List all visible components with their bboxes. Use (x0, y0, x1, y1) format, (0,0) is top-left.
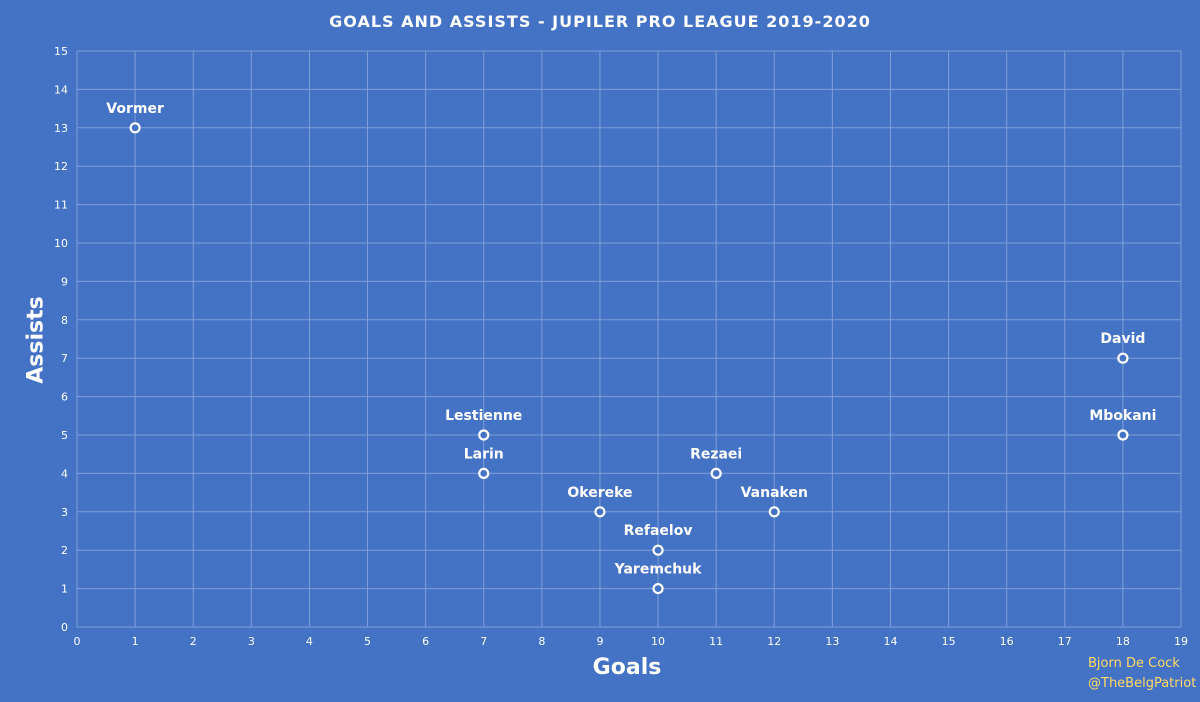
x-tick-label: 9 (596, 635, 603, 648)
x-tick-label: 1 (132, 635, 139, 648)
data-point (478, 467, 490, 479)
data-point-label: Vanaken (741, 485, 808, 501)
x-tick-label: 19 (1174, 635, 1188, 648)
y-tick-label: 3 (61, 506, 68, 519)
x-tick-label: 2 (190, 635, 197, 648)
x-tick-label: 15 (942, 635, 956, 648)
credit: Bjorn De Cock @TheBelgPatriot (1088, 654, 1196, 694)
credit-handle: @TheBelgPatriot (1088, 676, 1197, 691)
data-point-label: Yaremchuk (614, 562, 703, 578)
x-tick-label: 18 (1116, 635, 1130, 648)
x-tick-labels: 0 1 2 3 4 5 6 7 8 9 10 11 12 13 14 15 16 17 18 19 (74, 635, 1189, 648)
x-tick-label: 0 (74, 635, 81, 648)
x-tick-label: 14 (883, 635, 897, 648)
grid-lines (76, 50, 1182, 628)
data-points (129, 122, 1129, 595)
x-tick-label: 4 (306, 635, 313, 648)
y-tick-label: 7 (61, 352, 68, 365)
data-point-label: Larin (464, 446, 504, 462)
data-point (478, 429, 490, 441)
y-tick-label: 10 (54, 237, 68, 250)
x-tick-label: 17 (1058, 635, 1072, 648)
x-axis-title: Goals (592, 655, 662, 680)
data-point (768, 506, 780, 518)
x-tick-label: 5 (364, 635, 371, 648)
data-point-label: Vormer (106, 101, 164, 117)
y-tick-label: 2 (61, 544, 68, 557)
x-tick-label: 11 (709, 635, 723, 648)
x-tick-label: 8 (538, 635, 545, 648)
y-tick-label: 9 (61, 275, 68, 288)
data-point (594, 506, 606, 518)
data-point-label: Lestienne (445, 408, 522, 424)
x-tick-label: 16 (1000, 635, 1014, 648)
y-tick-label: 4 (61, 467, 68, 480)
data-point-label: Refaelov (624, 523, 693, 539)
data-point-label: David (1100, 331, 1145, 347)
data-point-label: Okereke (567, 485, 632, 501)
chart-title: GOALS AND ASSISTS - JUPILER PRO LEAGUE 2… (329, 12, 871, 31)
data-point (129, 122, 141, 134)
y-tick-label: 5 (61, 429, 68, 442)
data-point (710, 467, 722, 479)
y-tick-label: 14 (54, 83, 68, 96)
x-tick-label: 3 (248, 635, 255, 648)
x-tick-label: 10 (651, 635, 665, 648)
y-tick-label: 11 (54, 199, 68, 212)
x-tick-label: 6 (422, 635, 429, 648)
data-point (652, 544, 664, 556)
y-tick-label: 1 (61, 583, 68, 596)
y-tick-label: 8 (61, 314, 68, 327)
x-tick-label: 12 (767, 635, 781, 648)
y-tick-label: 0 (61, 621, 68, 634)
point-labels: Vormer Lestienne Larin Okereke Refaelov Yarem… (106, 101, 1156, 578)
data-point (1117, 429, 1129, 441)
credit-author: Bjorn De Cock (1088, 656, 1180, 671)
data-point-label: Rezaei (690, 446, 742, 462)
x-tick-label: 13 (825, 635, 839, 648)
y-tick-label: 6 (61, 391, 68, 404)
data-point (652, 582, 664, 595)
y-tick-label: 13 (54, 122, 68, 135)
x-tick-label: 7 (480, 635, 487, 648)
data-point (1117, 352, 1129, 364)
y-tick-label: 12 (54, 160, 68, 173)
y-tick-label: 15 (54, 45, 68, 58)
data-point-label: Mbokani (1089, 408, 1156, 424)
